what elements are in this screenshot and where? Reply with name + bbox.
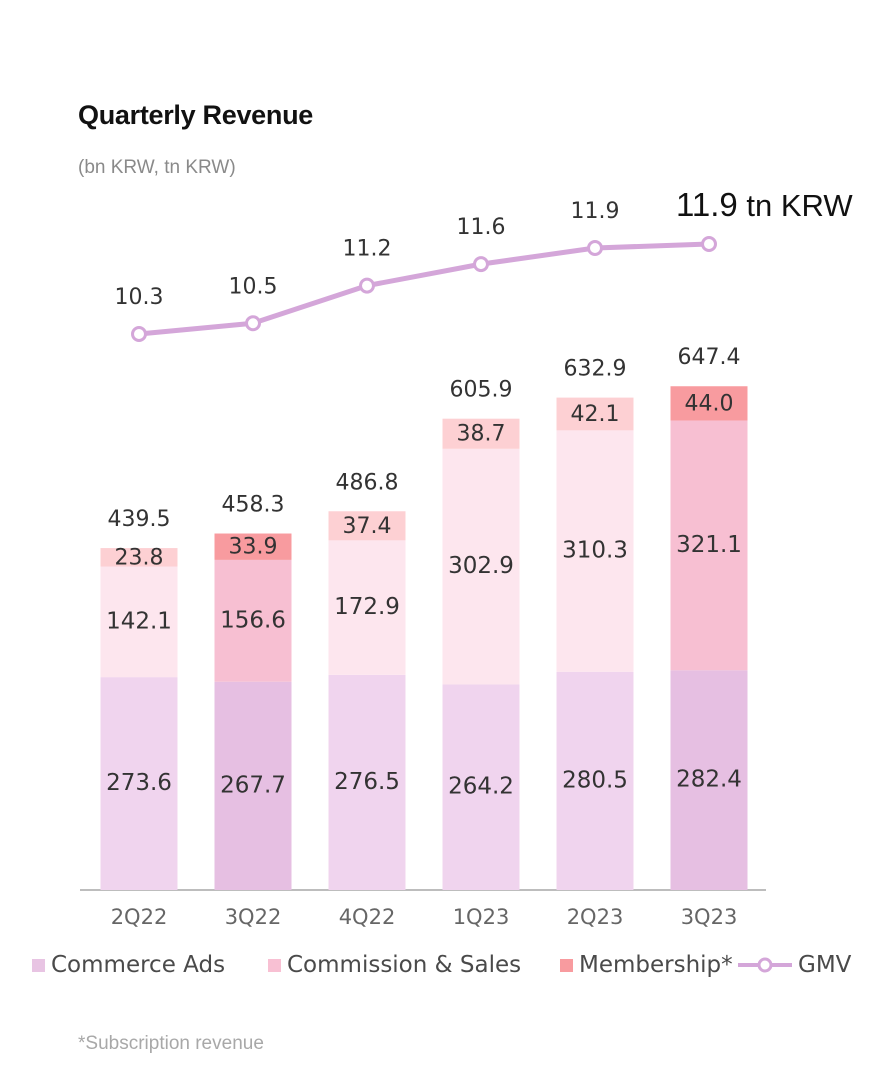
legend-item-commerce-ads: Commerce Ads bbox=[32, 952, 225, 978]
bar-commerce-ads bbox=[100, 677, 178, 890]
bar-commission-sales bbox=[442, 448, 520, 685]
gmv-current-unit: tn KRW bbox=[746, 188, 853, 223]
data-label-commerce-ads: 273.6 bbox=[106, 770, 172, 796]
gmv-data-label: 11.9 bbox=[571, 199, 620, 224]
bar-membership bbox=[556, 397, 634, 431]
gmv-point bbox=[701, 236, 717, 252]
x-tick-label: 3Q23 bbox=[681, 905, 738, 929]
data-label-commerce-ads: 264.2 bbox=[448, 774, 514, 800]
data-label-membership: 38.7 bbox=[457, 422, 506, 447]
legend-label: Membership* bbox=[579, 952, 733, 978]
bar-commerce-ads bbox=[214, 681, 292, 890]
legend-item-commission-sales: Commission & Sales bbox=[268, 952, 521, 978]
x-tick-label: 3Q22 bbox=[225, 905, 282, 929]
bar-membership bbox=[100, 548, 178, 567]
data-label-total: 632.9 bbox=[564, 357, 627, 382]
gmv-line bbox=[138, 241, 710, 337]
data-label-total: 486.8 bbox=[336, 470, 399, 495]
legend-label: GMV bbox=[798, 952, 852, 978]
x-tick-label: 1Q23 bbox=[453, 905, 510, 929]
data-label-commerce-ads: 276.5 bbox=[334, 769, 400, 795]
bar-membership bbox=[328, 511, 406, 541]
data-label-commerce-ads: 282.4 bbox=[676, 767, 742, 793]
data-label-total: 605.9 bbox=[450, 378, 513, 403]
gmv-data-label: 11.2 bbox=[343, 237, 392, 262]
data-label-commission-sales: 142.1 bbox=[106, 608, 172, 634]
data-label-commission-sales: 302.9 bbox=[448, 553, 514, 579]
bar-membership bbox=[670, 386, 748, 421]
chart-units: (bn KRW, tn KRW) bbox=[78, 157, 236, 178]
data-label-total: 439.5 bbox=[108, 507, 171, 532]
gmv-current-value: 11.9 bbox=[676, 186, 738, 223]
gmv-data-label: 10.5 bbox=[229, 274, 278, 299]
gmv-point bbox=[473, 256, 489, 273]
data-label-membership: 37.4 bbox=[343, 514, 392, 539]
data-label-commerce-ads: 280.5 bbox=[562, 767, 628, 793]
legend-item-membership: Membership* bbox=[560, 952, 733, 978]
revenue-chart: 273.6 142.1 23.8 439.5 2Q22 267.7 156.6 33.9 458… bbox=[80, 199, 766, 929]
data-label-commission-sales: 172.9 bbox=[334, 594, 400, 620]
chart-legend: Commerce Ads Commission & Sales Membersh… bbox=[30, 952, 870, 988]
bar-commission-sales bbox=[670, 420, 748, 671]
legend-swatch-commission-sales bbox=[268, 958, 281, 972]
legend-swatch-membership bbox=[560, 958, 573, 972]
data-label-commission-sales: 156.6 bbox=[220, 607, 286, 633]
data-label-membership: 33.9 bbox=[229, 535, 278, 560]
bar-membership bbox=[442, 418, 520, 449]
legend-gmv-line-icon bbox=[738, 957, 792, 973]
gmv-current-callout: 11.9 tn KRW bbox=[676, 186, 853, 224]
gmv-point bbox=[587, 240, 603, 256]
bar-commerce-ads bbox=[670, 670, 748, 890]
legend-label: Commission & Sales bbox=[287, 952, 522, 978]
data-label-membership: 42.1 bbox=[571, 402, 620, 427]
bar-commission-sales bbox=[100, 566, 178, 678]
data-label-membership: 23.8 bbox=[115, 545, 164, 570]
bar-commerce-ads bbox=[442, 684, 520, 890]
data-label-membership: 44.0 bbox=[685, 391, 734, 416]
data-label-commission-sales: 321.1 bbox=[676, 532, 742, 558]
data-label-commerce-ads: 267.7 bbox=[220, 772, 286, 798]
legend-label: Commerce Ads bbox=[51, 952, 226, 978]
chart-title: Quarterly Revenue bbox=[78, 100, 313, 130]
x-tick-label: 2Q23 bbox=[567, 905, 624, 929]
legend-item-gmv: GMV bbox=[736, 952, 851, 978]
bar-commission-sales bbox=[328, 540, 406, 675]
footnote: *Subscription revenue bbox=[78, 1033, 264, 1054]
bar-membership bbox=[214, 533, 292, 560]
data-label-commission-sales: 310.3 bbox=[562, 538, 628, 564]
bar-commerce-ads bbox=[556, 671, 634, 890]
legend-swatch-commerce-ads bbox=[32, 958, 45, 972]
x-tick-label: 4Q22 bbox=[339, 905, 396, 929]
x-tick-label: 2Q22 bbox=[111, 905, 168, 929]
bar-commission-sales bbox=[556, 430, 634, 672]
gmv-data-label: 10.3 bbox=[115, 285, 164, 310]
gmv-point bbox=[359, 277, 375, 294]
bar-commerce-ads bbox=[328, 674, 406, 890]
data-label-total: 458.3 bbox=[222, 493, 285, 518]
data-label-total: 647.4 bbox=[678, 345, 741, 370]
gmv-data-label: 11.6 bbox=[457, 215, 506, 240]
bar-commission-sales bbox=[214, 559, 292, 682]
gmv-point bbox=[131, 326, 147, 342]
gmv-point bbox=[245, 315, 261, 332]
